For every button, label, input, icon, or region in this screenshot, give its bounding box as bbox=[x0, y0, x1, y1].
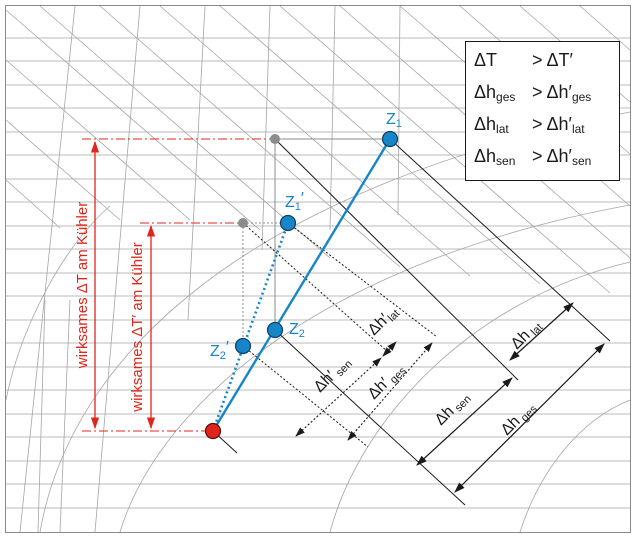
legend-row-dh-lat: Δhlat > Δh′lat bbox=[474, 114, 619, 144]
gray-point-z1 bbox=[270, 134, 280, 144]
legend-row-dh-sen: Δhsen > Δh′sen bbox=[474, 146, 619, 176]
reference-lines-red bbox=[82, 138, 275, 432]
dhp-ges-arrow bbox=[347, 342, 433, 441]
legend-row-delta-t: ΔT > ΔT′ bbox=[474, 50, 619, 80]
legend-lhs: Δhges bbox=[474, 82, 516, 104]
label-z1p: Z1′ bbox=[285, 190, 304, 213]
legend-lhs: Δhlat bbox=[474, 114, 509, 136]
chart-frame bbox=[5, 5, 631, 533]
legend-rhs: > ΔT′ bbox=[532, 50, 573, 70]
point-z1 bbox=[381, 130, 399, 148]
point-start bbox=[204, 422, 222, 440]
gray-point-z1p bbox=[238, 218, 248, 228]
dh-lat-label: Δh lat bbox=[508, 317, 546, 355]
dh-ges-label: Δh ges bbox=[498, 398, 540, 440]
legend-rhs: > Δh′sen bbox=[532, 146, 592, 168]
dhp-lat-label: Δh′lat bbox=[365, 303, 403, 341]
label-z1: Z1 bbox=[386, 111, 402, 130]
dhp-dimensions bbox=[295, 341, 433, 441]
legend-rhs: > Δh′ges bbox=[532, 82, 592, 104]
delta-t-dimensions bbox=[90, 140, 156, 430]
dh-dimensions bbox=[416, 302, 605, 493]
process-line-z2-z1p bbox=[211, 222, 290, 432]
legend-lhs: Δhsen bbox=[474, 146, 516, 168]
grid-moisture-lines bbox=[19, 5, 401, 533]
label-z2: Z2 bbox=[289, 321, 305, 340]
dh-sen-label: Δh sen bbox=[432, 388, 474, 430]
grid-isenthalpic-lines bbox=[5, 5, 631, 294]
dh-sen-arrow bbox=[416, 377, 513, 466]
process-line-z2-z1 bbox=[211, 138, 392, 432]
delta-t-label: wirksames ΔT am Kühler bbox=[74, 202, 91, 369]
label-z2p: Z2′ bbox=[210, 339, 229, 362]
dh-ges-arrow bbox=[454, 343, 605, 493]
dhp-ges-label: Δh′ ges bbox=[365, 360, 409, 404]
point-z2 bbox=[266, 321, 284, 339]
extension-lines bbox=[212, 138, 611, 506]
legend-box: ΔT > ΔT′ Δhges > Δh′ges Δhlat > Δh′lat Δ… bbox=[465, 41, 620, 181]
legend-rhs: > Δh′lat bbox=[532, 114, 585, 136]
dhp-sen-label: Δh′ sen bbox=[311, 353, 355, 397]
point-z2p bbox=[234, 337, 252, 355]
legend-row-dh-ges: Δhges > Δh′ges bbox=[474, 82, 619, 112]
point-z1p bbox=[279, 214, 297, 232]
delta-t-prime-label: wirksames ΔT′ am Kühler bbox=[129, 242, 146, 413]
legend-lhs: ΔT bbox=[474, 50, 498, 70]
